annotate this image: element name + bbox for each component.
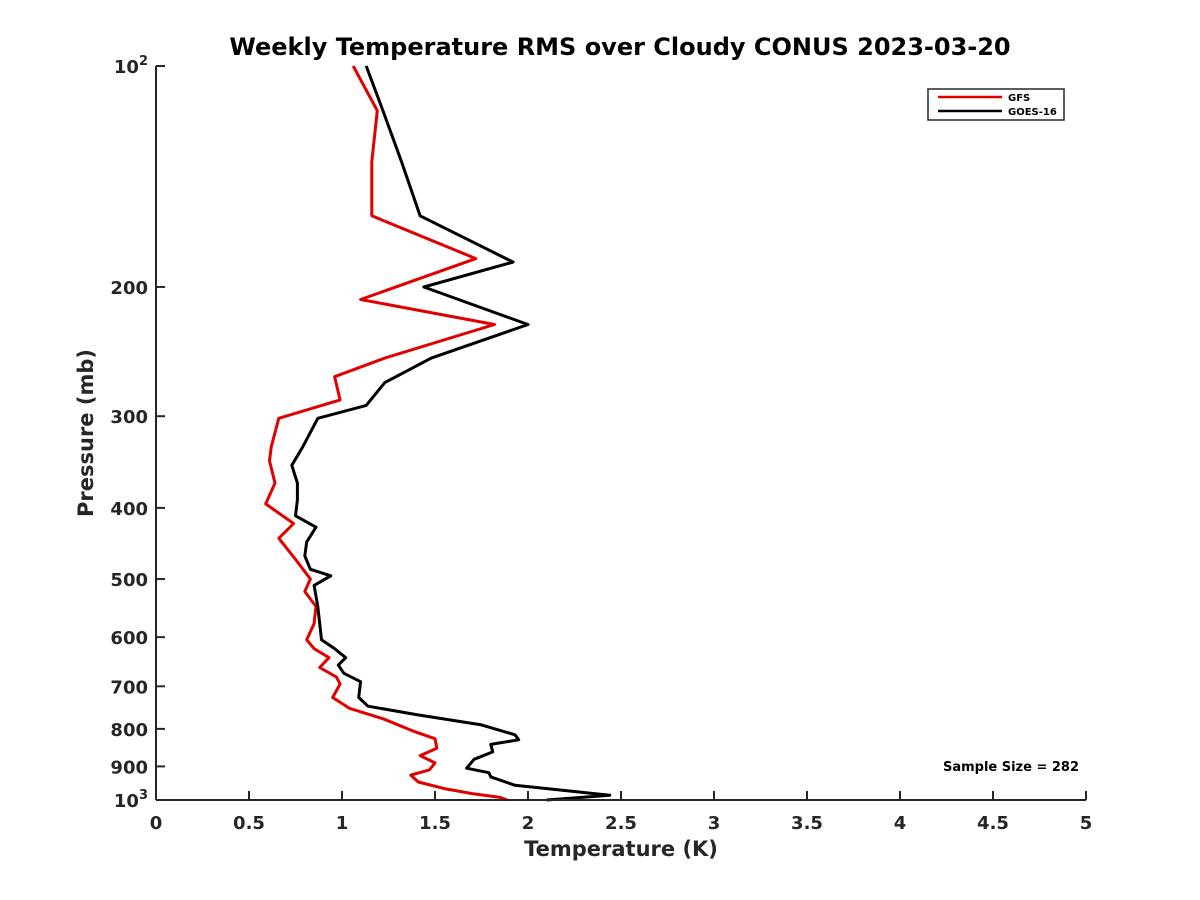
x-tick-label: 0 bbox=[150, 813, 163, 834]
x-tick-label: 3 bbox=[708, 813, 721, 834]
y-axis-ticks: 102 200 300 400 500 600 700 800 900 103 bbox=[110, 54, 165, 812]
y-tick-label: 600 bbox=[110, 628, 148, 649]
y-tick-label: 700 bbox=[110, 677, 148, 698]
x-tick-label: 3.5 bbox=[791, 813, 823, 834]
chart-title: Weekly Temperature RMS over Cloudy CONUS… bbox=[229, 33, 1010, 61]
x-tick-label: 0.5 bbox=[233, 813, 265, 834]
legend-box bbox=[927, 88, 1065, 121]
x-tick-label: 2.5 bbox=[605, 813, 637, 834]
y-tick-label: 900 bbox=[110, 757, 148, 778]
y-tick-label: 200 bbox=[110, 278, 148, 299]
series-line-goes16 bbox=[290, 65, 612, 802]
y-tick-label: 400 bbox=[110, 499, 148, 520]
x-tick-label: 1.5 bbox=[419, 813, 451, 834]
y-tick-label: 500 bbox=[110, 570, 148, 591]
x-tick-label: 5 bbox=[1080, 813, 1093, 834]
series-line-gfs bbox=[264, 65, 508, 802]
legend-label-gfs: GFS bbox=[1008, 93, 1030, 104]
x-axis-label: Temperature (K) bbox=[524, 837, 718, 861]
y-tick-label: 103 bbox=[114, 788, 148, 812]
x-tick-label: 2 bbox=[522, 813, 535, 834]
y-tick-label: 800 bbox=[110, 720, 148, 741]
x-tick-label: 4 bbox=[894, 813, 907, 834]
sample-size-annotation: Sample Size = 282 bbox=[943, 760, 1079, 775]
y-axis-label: Pressure (mb) bbox=[74, 349, 98, 517]
y-tick-label: 102 bbox=[114, 54, 148, 78]
legend: GFS GOES-16 bbox=[927, 88, 1065, 121]
x-axis-ticks: 0 0.5 1 1.5 2 2.5 3 3.5 4 4.5 5 bbox=[150, 791, 1093, 834]
legend-label-goes16: GOES-16 bbox=[1008, 107, 1057, 118]
y-tick-label: 300 bbox=[110, 407, 148, 428]
plot-lines bbox=[264, 65, 612, 802]
x-tick-label: 1 bbox=[336, 813, 349, 834]
x-tick-label: 4.5 bbox=[977, 813, 1009, 834]
